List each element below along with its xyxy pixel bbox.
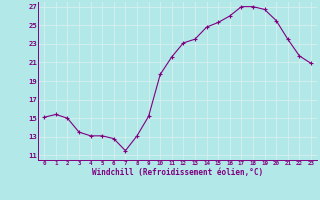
X-axis label: Windchill (Refroidissement éolien,°C): Windchill (Refroidissement éolien,°C): [92, 168, 263, 177]
